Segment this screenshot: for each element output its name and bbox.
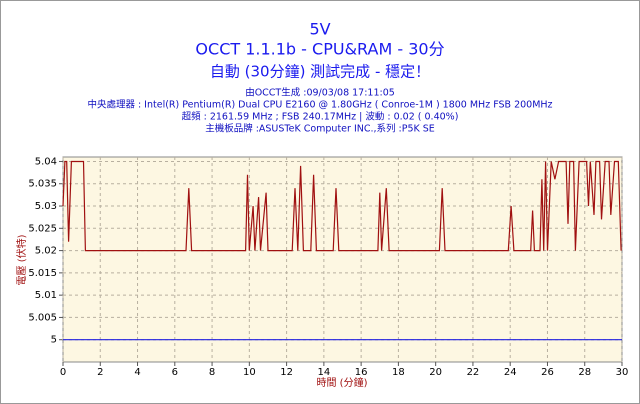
x-tick-label: 22 (467, 367, 480, 378)
series-line (62, 160, 622, 252)
x-tick-label: 10 (243, 367, 256, 378)
x-tick-label: 20 (429, 367, 442, 378)
x-tick-label: 30 (616, 367, 629, 378)
x-tick-label: 0 (60, 367, 66, 378)
info-line: 中央處理器 : Intel(R) Pentium(R) Dual CPU E21… (87, 99, 552, 111)
x-axis-label: 時間 (分鐘) (317, 376, 368, 389)
info-line: 超頻 : 2161.59 MHz ; FSB 240.17MHz | 波動 : … (182, 111, 459, 123)
y-tick-label: 5.015 (28, 268, 57, 279)
y-axis-label: 電壓 (伏特) (15, 234, 28, 285)
x-tick-label: 14 (317, 367, 330, 378)
x-tick-label: 18 (392, 367, 405, 378)
x-tick-label: 28 (578, 367, 591, 378)
x-tick-label: 6 (172, 367, 178, 378)
y-tick-label: 5.01 (35, 290, 57, 301)
x-tick-label: 26 (541, 367, 554, 378)
x-tick-label: 2 (97, 367, 103, 378)
y-tick-label: 5.025 (28, 223, 57, 234)
info-line: 主機板品牌 :ASUSTeK Computer INC.,系列 :P5K SE (205, 123, 435, 135)
x-tick-label: 12 (280, 367, 293, 378)
plot-area (62, 156, 623, 363)
x-tick-label: 24 (504, 367, 517, 378)
x-tick-label: 4 (134, 367, 140, 378)
y-tick-label: 5.005 (28, 312, 57, 323)
x-tick-label: 8 (209, 367, 215, 378)
info-line: 由OCCT生成 :09/03/08 17:11:05 (245, 87, 395, 99)
y-tick-label: 5.035 (28, 179, 57, 190)
chart-status: 自動 (30分鐘) 測試完成 - 穩定！ (210, 63, 430, 81)
y-tick-label: 5 (51, 335, 57, 346)
chart-title: 5V (309, 20, 330, 39)
chart-subtitle: OCCT 1.1.1b - CPU&RAM - 30分 (195, 40, 444, 59)
y-tick-label: 5.03 (35, 201, 57, 212)
x-tick-label: 16 (355, 367, 368, 378)
y-tick-label: 5.04 (35, 156, 57, 167)
y-tick-label: 5.02 (35, 246, 57, 257)
